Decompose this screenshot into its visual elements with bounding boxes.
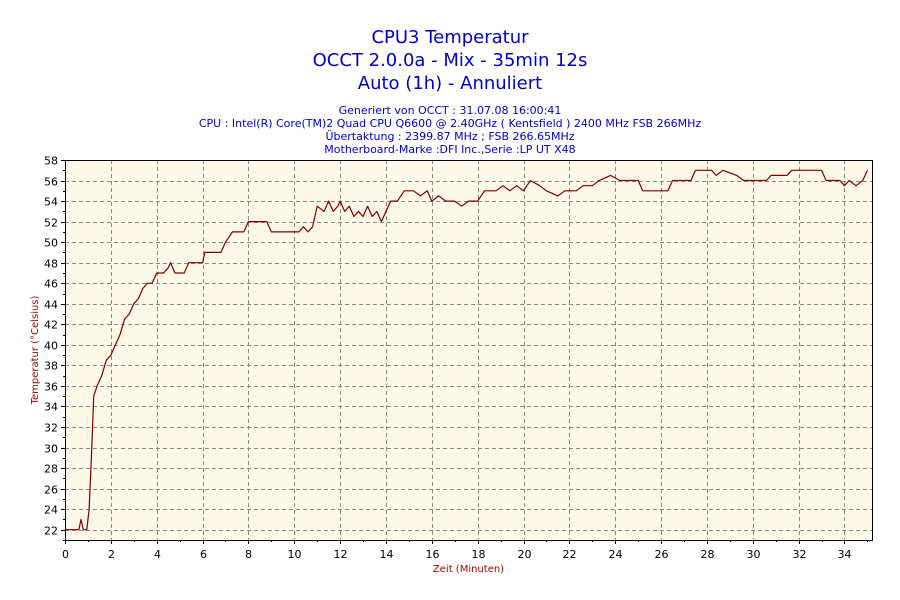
chart-title-line-2: OCCT 2.0.0a - Mix - 35min 12s bbox=[312, 50, 588, 71]
y-tick-label: 58 bbox=[44, 155, 58, 168]
y-tick-label: 34 bbox=[44, 401, 58, 414]
y-tick-label: 28 bbox=[44, 463, 58, 476]
x-tick-label: 6 bbox=[200, 548, 207, 561]
x-tick-label: 30 bbox=[747, 548, 761, 561]
chart-title-line-3: Auto (1h) - Annuliert bbox=[357, 73, 543, 94]
y-tick-label: 36 bbox=[44, 381, 58, 394]
chart-subtitle-line-2: CPU : Intel(R) Core(TM)2 Quad CPU Q6600 … bbox=[198, 117, 702, 130]
grid-lines bbox=[65, 160, 872, 540]
y-tick-label: 56 bbox=[44, 176, 58, 189]
x-tick-label: 4 bbox=[154, 548, 161, 561]
x-tick-label: 24 bbox=[609, 548, 623, 561]
y-axis-label: Temperatur (°Celsius) bbox=[30, 295, 41, 405]
y-tick-label: 40 bbox=[44, 340, 58, 353]
x-tick-label: 8 bbox=[245, 548, 252, 561]
x-tick-label: 18 bbox=[472, 548, 486, 561]
x-tick-label: 34 bbox=[838, 548, 852, 561]
y-tick-label: 38 bbox=[44, 360, 58, 373]
y-tick-label: 46 bbox=[44, 278, 58, 291]
chart-title-line-1: CPU3 Temperatur bbox=[371, 27, 529, 48]
y-tick-label: 52 bbox=[44, 217, 58, 230]
y-tick-label: 44 bbox=[44, 299, 58, 312]
x-tick-label: 28 bbox=[701, 548, 715, 561]
y-tick-label: 32 bbox=[44, 422, 58, 435]
y-tick-label: 24 bbox=[44, 504, 58, 517]
plot-frame bbox=[65, 160, 873, 541]
x-tick-label: 20 bbox=[518, 548, 532, 561]
x-axis-label: Zeit (Minuten) bbox=[433, 564, 504, 575]
y-tick-label: 30 bbox=[44, 443, 58, 456]
x-tick-label: 12 bbox=[334, 548, 348, 561]
y-tick-label: 50 bbox=[44, 237, 58, 250]
y-tick-label: 26 bbox=[44, 484, 58, 497]
chart-subtitle-line-3: Übertaktung : 2399.87 MHz ; FSB 266.65MH… bbox=[325, 130, 575, 143]
chart-subtitle-line-1: Generiert von OCCT : 31.07.08 16:00:41 bbox=[338, 104, 562, 117]
x-tick-label: 10 bbox=[288, 548, 302, 561]
x-tick-label: 2 bbox=[108, 548, 115, 561]
x-tick-label: 26 bbox=[655, 548, 669, 561]
x-tick-label: 22 bbox=[563, 548, 577, 561]
chart-subtitle-line-4: Motherboard-Marke :DFI Inc.,Serie :LP UT… bbox=[324, 143, 576, 156]
x-tick-label: 32 bbox=[793, 548, 807, 561]
axis-ticks: 0 2 4 6 8 10 12 14 16 18 20 22 24 26 28 30 32 34222426283… bbox=[44, 155, 868, 561]
y-tick-label: 22 bbox=[44, 525, 58, 538]
x-tick-label: 14 bbox=[380, 548, 394, 561]
series-line bbox=[65, 169, 868, 531]
x-tick-label: 16 bbox=[426, 548, 440, 561]
y-tick-label: 48 bbox=[44, 258, 58, 271]
x-tick-label: 0 bbox=[62, 548, 69, 561]
y-tick-label: 54 bbox=[44, 196, 58, 209]
plot-area bbox=[65, 160, 872, 540]
y-tick-label: 42 bbox=[44, 319, 58, 332]
